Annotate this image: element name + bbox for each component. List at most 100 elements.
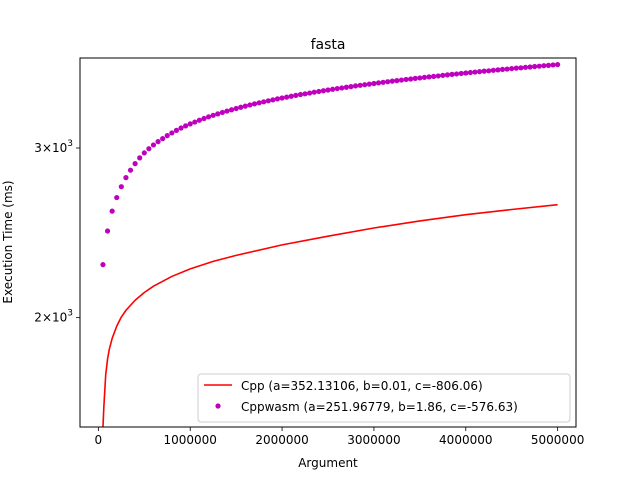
series-0 xyxy=(102,203,558,427)
data-point-cppwasm xyxy=(362,82,368,88)
data-point-cppwasm xyxy=(385,79,391,85)
data-point-cppwasm xyxy=(325,87,331,93)
data-point-cppwasm xyxy=(375,80,382,86)
data-point-cppwasm xyxy=(219,109,225,116)
data-point-cppwasm xyxy=(440,72,446,78)
y-tick-label-base: 3 xyxy=(34,141,42,155)
series-1 xyxy=(100,61,561,268)
legend: Cpp (a=352.13106, b=0.01, c=-806.06) Cpp… xyxy=(197,373,571,423)
data-point-cppwasm xyxy=(288,93,294,99)
chart-title: fasta xyxy=(311,37,346,53)
y-tick-label-power: 3 xyxy=(67,309,73,319)
data-point-cppwasm xyxy=(265,98,271,104)
data-point-cppwasm xyxy=(545,62,552,68)
y-tick-label: 2×103 xyxy=(34,309,73,325)
data-point-cppwasm xyxy=(233,105,239,112)
data-point-cppwasm xyxy=(279,95,285,101)
data-point-cppwasm xyxy=(104,228,111,234)
y-tick-label-base: 2 xyxy=(34,311,42,325)
data-point-cppwasm xyxy=(458,70,464,77)
data-point-cppwasm xyxy=(284,94,290,100)
legend-marker-cppwasm xyxy=(215,403,221,409)
data-point-cppwasm xyxy=(472,69,478,75)
data-point-cppwasm xyxy=(160,136,166,142)
data-point-cppwasm xyxy=(274,96,281,102)
data-point-cppwasm xyxy=(109,208,115,214)
x-tick-label: 2000000 xyxy=(255,433,308,447)
data-point-cppwasm xyxy=(329,86,336,92)
data-point-cppwasm xyxy=(224,108,230,114)
data-point-cppwasm xyxy=(146,146,152,152)
data-point-cppwasm xyxy=(228,107,235,113)
data-point-cppwasm xyxy=(261,99,267,105)
data-point-cppwasm xyxy=(394,78,400,84)
data-point-cppwasm xyxy=(247,102,253,108)
data-point-cppwasm xyxy=(348,84,354,90)
x-axis-ticks: 0 1000000 2000000 3000000 4000000 5000000 xyxy=(95,427,584,447)
legend-label-cppwasm: Cppwasm (a=251.96779, b=1.86, c=-576.63) xyxy=(241,400,518,414)
x-tick-label: 1000000 xyxy=(163,433,216,447)
data-point-cppwasm xyxy=(486,68,492,74)
data-point-cppwasm xyxy=(123,175,129,181)
data-point-cppwasm xyxy=(205,114,212,120)
data-point-cppwasm xyxy=(490,67,496,73)
data-point-cppwasm xyxy=(426,74,432,80)
data-point-cppwasm xyxy=(270,97,276,103)
data-point-cppwasm xyxy=(118,184,124,190)
data-point-cppwasm xyxy=(444,72,451,78)
x-tick-label: 4000000 xyxy=(439,433,492,447)
legend-label-cpp: Cpp (a=352.13106, b=0.01, c=-806.06) xyxy=(241,379,483,393)
data-point-cppwasm xyxy=(311,89,317,95)
data-point-cppwasm xyxy=(555,61,561,68)
data-point-cppwasm xyxy=(380,79,386,85)
x-tick-label: 3000000 xyxy=(347,433,400,447)
x-axis-label: Argument xyxy=(298,456,358,470)
data-point-cppwasm xyxy=(357,82,363,88)
data-point-cppwasm xyxy=(467,69,473,76)
data-point-cppwasm xyxy=(536,63,542,69)
data-point-cppwasm xyxy=(307,90,313,96)
data-point-cppwasm xyxy=(210,112,216,118)
data-point-cppwasm xyxy=(169,130,175,136)
data-point-cppwasm xyxy=(297,91,304,98)
series-line-cpp xyxy=(102,203,558,427)
data-point-cppwasm xyxy=(343,84,349,90)
data-point-cppwasm xyxy=(141,150,147,156)
data-point-cppwasm xyxy=(449,71,455,77)
data-point-cppwasm xyxy=(215,111,221,117)
data-point-cppwasm xyxy=(201,115,207,122)
data-point-cppwasm xyxy=(499,66,506,72)
x-tick-label: 5000000 xyxy=(531,433,584,447)
data-point-cppwasm xyxy=(164,133,170,139)
data-point-cppwasm xyxy=(495,67,501,73)
data-point-cppwasm xyxy=(132,161,138,167)
data-point-cppwasm xyxy=(476,69,483,75)
data-point-cppwasm xyxy=(293,92,299,98)
data-point-cppwasm xyxy=(302,91,308,97)
data-point-cppwasm xyxy=(398,77,405,83)
data-point-cppwasm xyxy=(463,70,469,76)
data-point-cppwasm xyxy=(173,127,180,133)
data-point-cppwasm xyxy=(481,68,487,74)
legend-box xyxy=(197,373,571,423)
data-point-cppwasm xyxy=(339,85,345,91)
data-point-cppwasm xyxy=(100,262,106,268)
data-point-cppwasm xyxy=(453,71,460,77)
plot-frame xyxy=(79,57,577,428)
data-point-cppwasm xyxy=(504,66,510,72)
data-point-cppwasm xyxy=(527,64,533,70)
data-point-cppwasm xyxy=(389,78,395,84)
data-point-cppwasm xyxy=(352,83,359,89)
data-point-cppwasm xyxy=(522,64,529,70)
y-tick-label-power: 3 xyxy=(67,139,73,149)
data-point-cppwasm xyxy=(196,117,203,123)
y-tick-label-times: ×10 xyxy=(42,141,67,155)
data-point-cppwasm xyxy=(371,80,377,87)
y-axis-label: Execution Time (ms) xyxy=(1,180,15,303)
y-tick-label: 3×103 xyxy=(34,139,73,155)
data-point-cppwasm xyxy=(403,76,409,83)
data-point-cppwasm xyxy=(316,88,322,95)
data-point-cppwasm xyxy=(242,103,248,109)
